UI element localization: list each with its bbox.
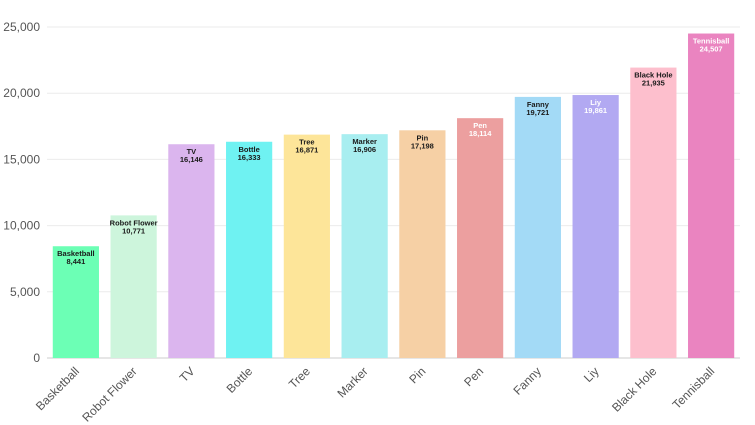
x-tick-label: Liy — [581, 364, 602, 385]
bar-category-label: TV — [187, 147, 197, 156]
bar-category-label: Basketball — [57, 249, 95, 258]
bar-category-label: Bottle — [239, 145, 260, 154]
bar-category-label: Robot Flower — [110, 218, 158, 227]
bar-category-label: Tennisball — [693, 37, 730, 46]
bar-category-label: Pin — [417, 133, 429, 142]
x-tick-label: Marker — [334, 364, 370, 400]
x-tick-label: TV — [177, 364, 198, 385]
y-tick-label: 5,000 — [10, 285, 40, 299]
bar — [52, 246, 99, 358]
bar-value-label: 8,441 — [66, 257, 85, 266]
bar-category-label: Black Hole — [634, 71, 672, 80]
bar — [226, 141, 273, 358]
bar-category-label: Tree — [299, 138, 314, 147]
gridlines — [47, 26, 740, 359]
y-axis-ticks: 0 5,000 10,000 15,000 20,000 25,000 — [3, 20, 40, 365]
bar — [110, 215, 157, 358]
bar — [457, 118, 504, 358]
bar-value-label: 19,721 — [526, 108, 549, 117]
x-tick-label: Robot Flower — [79, 364, 139, 424]
y-tick-label: 15,000 — [3, 152, 40, 166]
x-tick-label: Pin — [406, 364, 428, 386]
x-tick-label: Tennisball — [670, 364, 718, 412]
bar-value-label: 24,507 — [700, 45, 723, 54]
x-tick-label: Basketball — [33, 364, 82, 413]
bar-value-label: 17,198 — [411, 141, 434, 150]
y-tick-label: 25,000 — [3, 20, 40, 34]
bars — [52, 33, 735, 359]
x-tick-label: Black Hole — [609, 364, 660, 415]
bar-category-label: Fanny — [527, 100, 550, 109]
bar-value-label: 19,861 — [584, 106, 607, 115]
bar — [514, 96, 561, 359]
bar-value-label: 16,146 — [180, 155, 203, 164]
bar — [688, 33, 735, 359]
bar-category-label: Liy — [590, 98, 602, 107]
bar-value-label: 18,114 — [469, 129, 492, 138]
bar-value-label: 16,871 — [295, 146, 318, 155]
bar-value-label: 16,333 — [238, 153, 261, 162]
x-tick-label: Fanny — [511, 364, 544, 397]
bar-category-label: Pen — [473, 121, 487, 130]
y-tick-label: 20,000 — [3, 86, 40, 100]
bar — [630, 67, 677, 358]
bar-category-label: Marker — [352, 137, 377, 146]
x-tick-label: Tree — [286, 364, 313, 391]
y-tick-label: 10,000 — [3, 219, 40, 233]
bar-value-label: 16,906 — [353, 145, 376, 154]
bar-value-label: 21,935 — [642, 79, 665, 88]
bar — [168, 144, 215, 358]
x-tick-label: Pen — [461, 364, 486, 389]
bar-value-label: 10,771 — [122, 226, 145, 235]
x-tick-label: Bottle — [224, 364, 256, 396]
y-tick-label: 0 — [33, 351, 40, 365]
bar — [399, 130, 446, 358]
bar — [572, 95, 619, 359]
bar — [341, 134, 388, 358]
bar — [283, 134, 330, 358]
